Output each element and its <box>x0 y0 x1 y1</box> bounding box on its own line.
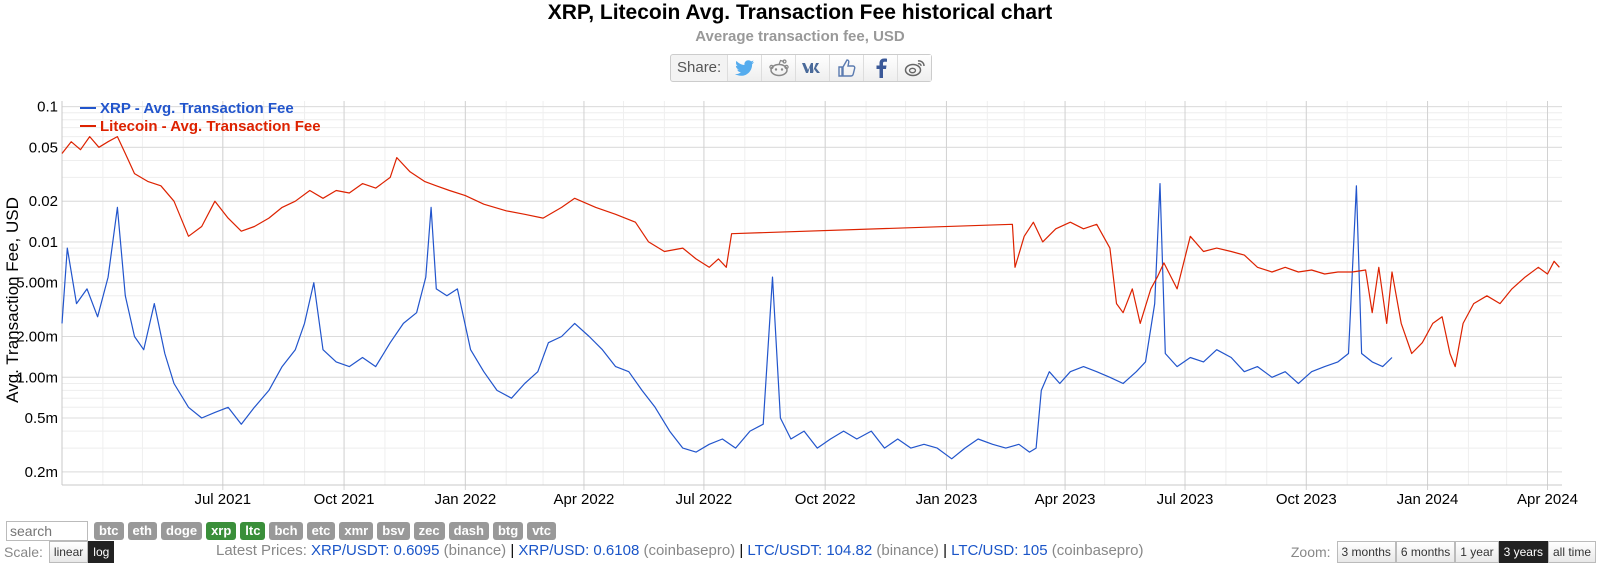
chart-grid-minor <box>61 101 1562 485</box>
y-tick-label: 0.2m <box>25 464 58 481</box>
coin-button-bsv[interactable]: bsv <box>377 522 410 540</box>
share-bar: Share: <box>670 54 933 82</box>
price-separator: | <box>735 542 748 559</box>
y-tick-label: 0.01 <box>29 234 58 251</box>
page-title: XRP, Litecoin Avg. Transaction Fee histo… <box>547 1 1053 24</box>
chart-subtitle: Average transaction fee, USD <box>695 28 905 45</box>
x-tick-label: Jan 2022 <box>434 491 496 508</box>
coin-button-bch[interactable]: bch <box>269 522 303 540</box>
x-tick-label: Jul 2022 <box>676 491 733 508</box>
price-source: (binance) <box>439 542 507 559</box>
zoom-button-3-years[interactable]: 3 years <box>1498 541 1548 563</box>
zoom-button-all-time[interactable]: all time <box>1547 541 1596 563</box>
series-line-ltc <box>61 135 1560 368</box>
coin-button-xmr[interactable]: xmr <box>339 522 374 540</box>
scale-button-log[interactable]: log <box>88 541 115 563</box>
y-tick-label: 5.00m <box>16 275 58 292</box>
zoom-control: Zoom: 3 months 6 months 1 year 3 years all t… <box>1291 541 1596 563</box>
coin-button-etc[interactable]: etc <box>306 522 336 540</box>
x-tick-label: Jul 2023 <box>1157 491 1214 508</box>
coin-button-ltc[interactable]: ltc <box>240 522 266 540</box>
vk-icon[interactable] <box>796 55 831 81</box>
price-source: (coinbasepro) <box>639 542 736 559</box>
fee-chart[interactable]: 0.1 0.05 0.02 0.01 5.00m 2.00m 1.00m 0.5m 0.2m J… <box>0 95 1600 517</box>
zoom-label: Zoom: <box>1290 544 1331 560</box>
like-icon[interactable] <box>830 55 865 81</box>
facebook-icon[interactable] <box>864 55 899 81</box>
series-layer <box>61 135 1560 460</box>
price-source: (coinbasepro) <box>1047 542 1144 559</box>
x-tick-label: Apr 2022 <box>554 491 615 508</box>
zoom-button-1-year[interactable]: 1 year <box>1455 541 1499 563</box>
zoom-button-6-months[interactable]: 6 months <box>1395 541 1456 563</box>
price-link[interactable]: XRP/USD: 0.6108 <box>518 542 640 559</box>
y-axis-label: Avg. Transaction Fee, USD <box>3 197 22 403</box>
zoom-button-3-months[interactable]: 3 months <box>1336 541 1396 563</box>
twitter-icon[interactable] <box>728 55 763 81</box>
x-tick-label: Jan 2023 <box>916 491 978 508</box>
price-link[interactable]: XRP/USDT: 0.6095 <box>311 542 440 559</box>
coin-button-eth[interactable]: eth <box>127 522 157 540</box>
latest-prices: Latest Prices: XRP/USDT: 0.6095 (binance… <box>216 542 1143 559</box>
coin-selector: btcethdogexrpltcbchetcxmrbsvzecdashbtgvt… <box>6 521 556 541</box>
weibo-icon[interactable] <box>898 55 932 81</box>
share-label: Share: <box>671 55 729 81</box>
coin-button-vtc[interactable]: vtc <box>527 522 556 540</box>
y-axis: 0.1 0.05 0.02 0.01 5.00m 2.00m 1.00m 0.5m 0.2m <box>16 99 63 485</box>
price-link[interactable]: LTC/USD: 105 <box>951 542 1048 559</box>
coin-button-btc[interactable]: btc <box>94 522 124 540</box>
latest-prices-label: Latest Prices: <box>216 542 307 559</box>
x-axis: Jul 2021 Oct 2021 Jan 2022 Apr 2022 Jul 2022… <box>62 484 1578 508</box>
x-tick-label: Oct 2023 <box>1276 491 1337 508</box>
price-separator: | <box>938 542 952 559</box>
y-tick-label: 0.5m <box>25 410 58 427</box>
y-tick-label: 0.1 <box>37 99 58 116</box>
x-tick-label: Jul 2021 <box>194 491 251 508</box>
scale-label: Scale: <box>4 544 43 560</box>
coin-button-xrp[interactable]: xrp <box>206 522 237 540</box>
y-tick-label: 2.00m <box>16 329 58 346</box>
legend-item[interactable]: XRP - Avg. Transaction Fee <box>100 100 294 117</box>
scale-button-linear[interactable]: linear <box>48 541 89 563</box>
x-tick-label: Jan 2024 <box>1397 491 1459 508</box>
y-tick-label: 1.00m <box>16 369 58 386</box>
y-tick-label: 0.05 <box>29 139 58 156</box>
x-tick-label: Apr 2024 <box>1517 491 1578 508</box>
price-link[interactable]: LTC/USDT: 104.82 <box>747 542 873 559</box>
scale-control: Scale: linear log <box>4 541 115 563</box>
y-tick-label: 0.02 <box>29 193 58 210</box>
search-input[interactable] <box>6 521 88 541</box>
coin-button-zec[interactable]: zec <box>413 522 445 540</box>
chart-grid-major <box>62 101 1562 490</box>
price-separator: | <box>506 542 519 559</box>
price-source: (binance) <box>872 542 939 559</box>
reddit-icon[interactable] <box>762 55 797 81</box>
x-tick-label: Apr 2023 <box>1035 491 1096 508</box>
x-tick-label: Oct 2022 <box>795 491 856 508</box>
x-tick-label: Oct 2021 <box>314 491 375 508</box>
coin-button-doge[interactable]: doge <box>161 522 203 540</box>
coin-button-dash[interactable]: dash <box>448 522 489 540</box>
coin-button-btg[interactable]: btg <box>492 522 524 540</box>
legend-item[interactable]: Litecoin - Avg. Transaction Fee <box>100 118 321 135</box>
series-line-xrp <box>61 182 1393 460</box>
